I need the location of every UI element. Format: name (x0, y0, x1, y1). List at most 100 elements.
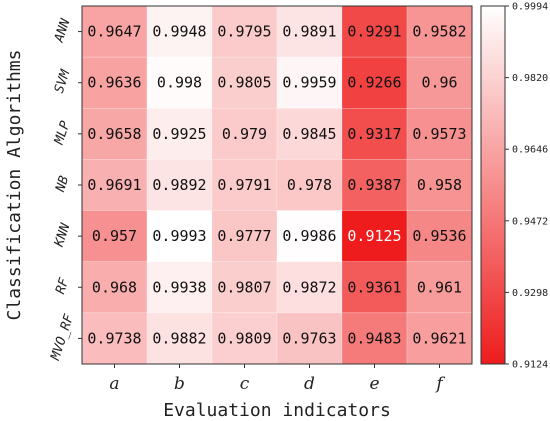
cell-value-label: 0.9636 (87, 74, 141, 92)
heatmap-cell (81, 312, 148, 365)
y-axis-label: Classification Algorithms (4, 50, 25, 321)
y-tick-label: ANN (52, 17, 74, 45)
cell-value-label: 0.9993 (152, 227, 206, 245)
cell-value-label: 0.9621 (412, 329, 466, 347)
heatmap-cell (341, 159, 408, 211)
cell-value-label: 0.9809 (217, 329, 271, 347)
y-tick-label: RF (53, 275, 72, 296)
cell-value-label: 0.9658 (87, 125, 141, 143)
x-tick-label: f (434, 374, 445, 394)
heatmap-cell (276, 312, 343, 365)
cell-value-label: 0.9872 (282, 278, 336, 296)
x-tick-label: a (109, 374, 119, 394)
cell-value-label: 0.9582 (412, 23, 466, 41)
cell-value-label: 0.9125 (347, 227, 401, 245)
colorbar-tick-label: 0.9124 (512, 360, 548, 371)
y-tick-label: NB (53, 174, 72, 195)
x-tick-label: c (240, 374, 250, 394)
cell-value-label: 0.9573 (412, 125, 466, 143)
cell-value-label: 0.961 (417, 278, 462, 296)
heatmap-cell (341, 107, 408, 160)
cell-value-label: 0.9291 (347, 23, 401, 41)
heatmap-cell (406, 56, 473, 109)
cell-value-label: 0.9361 (347, 278, 401, 296)
heatmap-cell (81, 210, 148, 263)
cell-value-label: 0.9891 (282, 23, 336, 41)
heatmap-cell (276, 5, 343, 58)
cell-value-label: 0.9483 (347, 329, 401, 347)
cell-value-label: 0.9266 (347, 74, 401, 92)
cell-value-label: 0.9317 (347, 125, 401, 143)
cell-value-label: 0.9536 (412, 227, 466, 245)
cell-value-label: 0.9791 (217, 176, 271, 194)
cell-value-label: 0.9763 (282, 329, 336, 347)
x-tick-labels: a b c d e f (109, 364, 445, 394)
colorbar-tick-label: 0.9646 (512, 145, 548, 156)
cell-value-label: 0.968 (92, 278, 137, 296)
heatmap-cell (341, 261, 408, 314)
heatmap-cell (81, 107, 148, 160)
heatmap-cell (81, 5, 148, 58)
cell-value-label: 0.9805 (217, 74, 271, 92)
colorbar (480, 5, 506, 365)
heatmap-cell (276, 107, 343, 160)
cell-value-label: 0.9845 (282, 125, 336, 143)
cell-value-label: 0.957 (92, 227, 137, 245)
heatmap-cell (81, 261, 148, 314)
heatmap-cell (406, 312, 473, 365)
heatmap-cell (211, 210, 278, 263)
heatmap-cell (146, 5, 213, 58)
colorbar-tick-label: 0.9472 (512, 216, 548, 227)
cell-value-label: 0.9882 (152, 329, 206, 347)
cell-value-label: 0.9777 (217, 227, 271, 245)
x-axis-label: Evaluation indicators (163, 400, 391, 421)
cell-value-label: 0.9807 (217, 278, 271, 296)
cell-value-label: 0.9986 (282, 227, 336, 245)
x-tick-label: b (174, 374, 185, 394)
y-tick-label: MVO_RF (48, 312, 77, 363)
colorbar-tick-label: 0.9820 (512, 73, 548, 84)
cell-value-label: 0.9959 (282, 74, 336, 92)
cell-value-label: 0.979 (222, 125, 267, 143)
colorbar-tick-label: 0.9994 (512, 2, 548, 13)
y-tick-labels: ANN SVM MLP NB KNN RF MVO_RF (48, 17, 82, 363)
heatmap-cell (146, 159, 213, 211)
cell-value-label: 0.9647 (87, 23, 141, 41)
y-tick-label: KNN (52, 221, 74, 249)
x-tick-label: d (304, 374, 315, 394)
cell-value-label: 0.96 (421, 74, 457, 92)
heatmap-cell (211, 107, 278, 160)
heatmap-cell (81, 159, 148, 211)
cell-value-label: 0.9938 (152, 278, 206, 296)
cell-value-label: 0.9925 (152, 125, 206, 143)
colorbar-ticks: 0.9994 0.9820 0.9646 0.9472 0.9298 0.9124 (505, 2, 548, 371)
heatmap-cell (341, 210, 408, 263)
cell-value-label: 0.978 (287, 176, 332, 194)
heatmap-cell (211, 312, 278, 365)
cell-value-label: 0.9795 (217, 23, 271, 41)
cell-value-label: 0.998 (157, 74, 202, 92)
heatmap-cell (406, 261, 473, 314)
cell-value-label: 0.9691 (87, 176, 141, 194)
colorbar-tick-label: 0.9298 (512, 288, 548, 299)
cell-value-label: 0.958 (417, 176, 462, 194)
x-tick-label: e (369, 374, 379, 394)
heatmap-cell (211, 159, 278, 211)
cell-value-label: 0.9948 (152, 23, 206, 41)
heatmap-cell (276, 159, 343, 211)
heatmap-cell (146, 107, 213, 160)
y-tick-label: SVM (52, 67, 74, 95)
cell-value-label: 0.9892 (152, 176, 206, 194)
cell-value-label: 0.9387 (347, 176, 401, 194)
y-tick-label: MLP (52, 119, 74, 147)
heatmap-cell (406, 107, 473, 160)
heatmap-cells: 0.9647 0.9948 0.9795 0.9891 0.9291 0.9582 0.96… (81, 5, 473, 365)
heatmap-cell (276, 56, 343, 109)
heatmap-cell (276, 210, 343, 263)
heatmap-cell (341, 5, 408, 58)
heatmap-cell (146, 312, 213, 365)
heatmap-cell (146, 56, 213, 109)
heatmap-cell (406, 5, 473, 58)
cell-value-label: 0.9738 (87, 329, 141, 347)
